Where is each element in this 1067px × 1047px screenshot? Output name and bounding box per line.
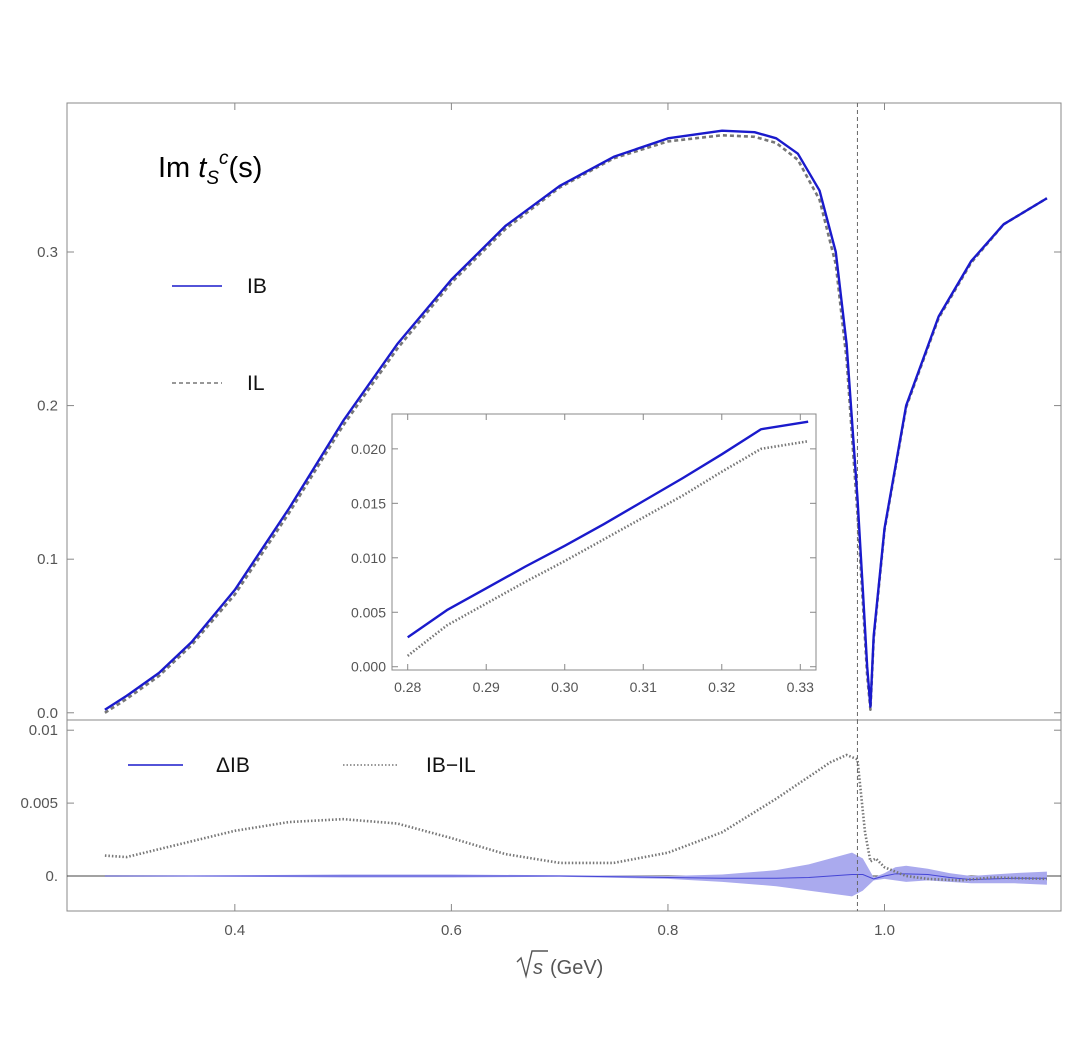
inset-xtick-label: 0.30 bbox=[551, 679, 578, 695]
series-band-delta-ib bbox=[104, 852, 1047, 897]
residual-ytick-label: 0.005 bbox=[20, 795, 58, 812]
inset-ytick-label: 0.005 bbox=[351, 604, 386, 620]
inset-xtick-label: 0.29 bbox=[473, 679, 500, 695]
inset-plot-frame bbox=[391, 413, 817, 671]
main-ytick-label: 0.0 bbox=[37, 705, 58, 722]
series-line-il bbox=[406, 439, 809, 657]
main-axis-ticks: 0.0 0.1 0.2 0.3 bbox=[37, 103, 1061, 722]
residual-xtick-label: 0.8 bbox=[658, 922, 679, 939]
residual-ytick-label: 0.01 bbox=[29, 722, 58, 739]
main-plot-title: Im tSc(s) bbox=[158, 148, 262, 189]
main-plot: 0.0 0.1 0.2 0.3 Im tSc(s) IB IL bbox=[37, 102, 1062, 722]
series-line-ib bbox=[104, 129, 1048, 711]
legend-label-il: IL bbox=[247, 372, 265, 395]
residual-xtick-label: 0.6 bbox=[441, 922, 462, 939]
series-line-ib bbox=[407, 420, 809, 639]
inset-xtick-label: 0.31 bbox=[630, 679, 657, 695]
legend-label-delta-ib: ΔIB bbox=[216, 754, 250, 777]
residual-ytick-label: 0. bbox=[45, 868, 58, 885]
title-suffix: (s) bbox=[229, 152, 263, 184]
inset-plot: 0.28 0.29 0.30 0.31 0.32 0.33 0.000 0.005 0.010 0… bbox=[351, 413, 817, 695]
inset-xtick-label: 0.28 bbox=[394, 679, 421, 695]
title-superscript: c bbox=[219, 148, 229, 169]
sqrt-symbol bbox=[516, 950, 548, 979]
main-legend: IB IL bbox=[172, 275, 267, 395]
residual-xtick-label: 1.0 bbox=[874, 922, 895, 939]
legend-label-ib: IB bbox=[247, 275, 267, 298]
residual-plot: 0. 0.005 0.01 0.4 0.6 0.8 1.0 ΔIB IB−IL s (GeV… bbox=[20, 719, 1062, 979]
main-series-group bbox=[104, 129, 1048, 714]
inset-xtick-label: 0.32 bbox=[708, 679, 735, 695]
title-t: t bbox=[198, 152, 208, 184]
inset-series-group bbox=[406, 420, 809, 657]
residual-xtick-label: 0.4 bbox=[224, 922, 245, 939]
x-axis-variable: s bbox=[533, 957, 543, 979]
residual-plot-frame bbox=[66, 719, 1062, 912]
main-ytick-label: 0.3 bbox=[37, 244, 58, 261]
x-axis-unit: (GeV) bbox=[550, 957, 603, 979]
x-axis-title: s (GeV) bbox=[516, 950, 603, 979]
inset-xtick-label: 0.33 bbox=[787, 679, 814, 695]
main-ytick-label: 0.2 bbox=[37, 398, 58, 415]
inset-background bbox=[408, 414, 816, 670]
inset-ytick-label: 0.000 bbox=[351, 659, 386, 675]
title-subscript: S bbox=[206, 168, 219, 189]
residual-legend: ΔIB IB−IL bbox=[128, 754, 476, 777]
inset-ytick-label: 0.015 bbox=[351, 495, 386, 511]
inset-axis-ticks: 0.28 0.29 0.30 0.31 0.32 0.33 0.000 0.005 0.010 0… bbox=[351, 414, 816, 695]
inset-ytick-label: 0.020 bbox=[351, 441, 386, 457]
title-prefix: Im bbox=[158, 152, 198, 184]
legend-label-ib-minus-il: IB−IL bbox=[426, 754, 476, 777]
main-ytick-label: 0.1 bbox=[37, 551, 58, 568]
inset-ytick-label: 0.010 bbox=[351, 550, 386, 566]
